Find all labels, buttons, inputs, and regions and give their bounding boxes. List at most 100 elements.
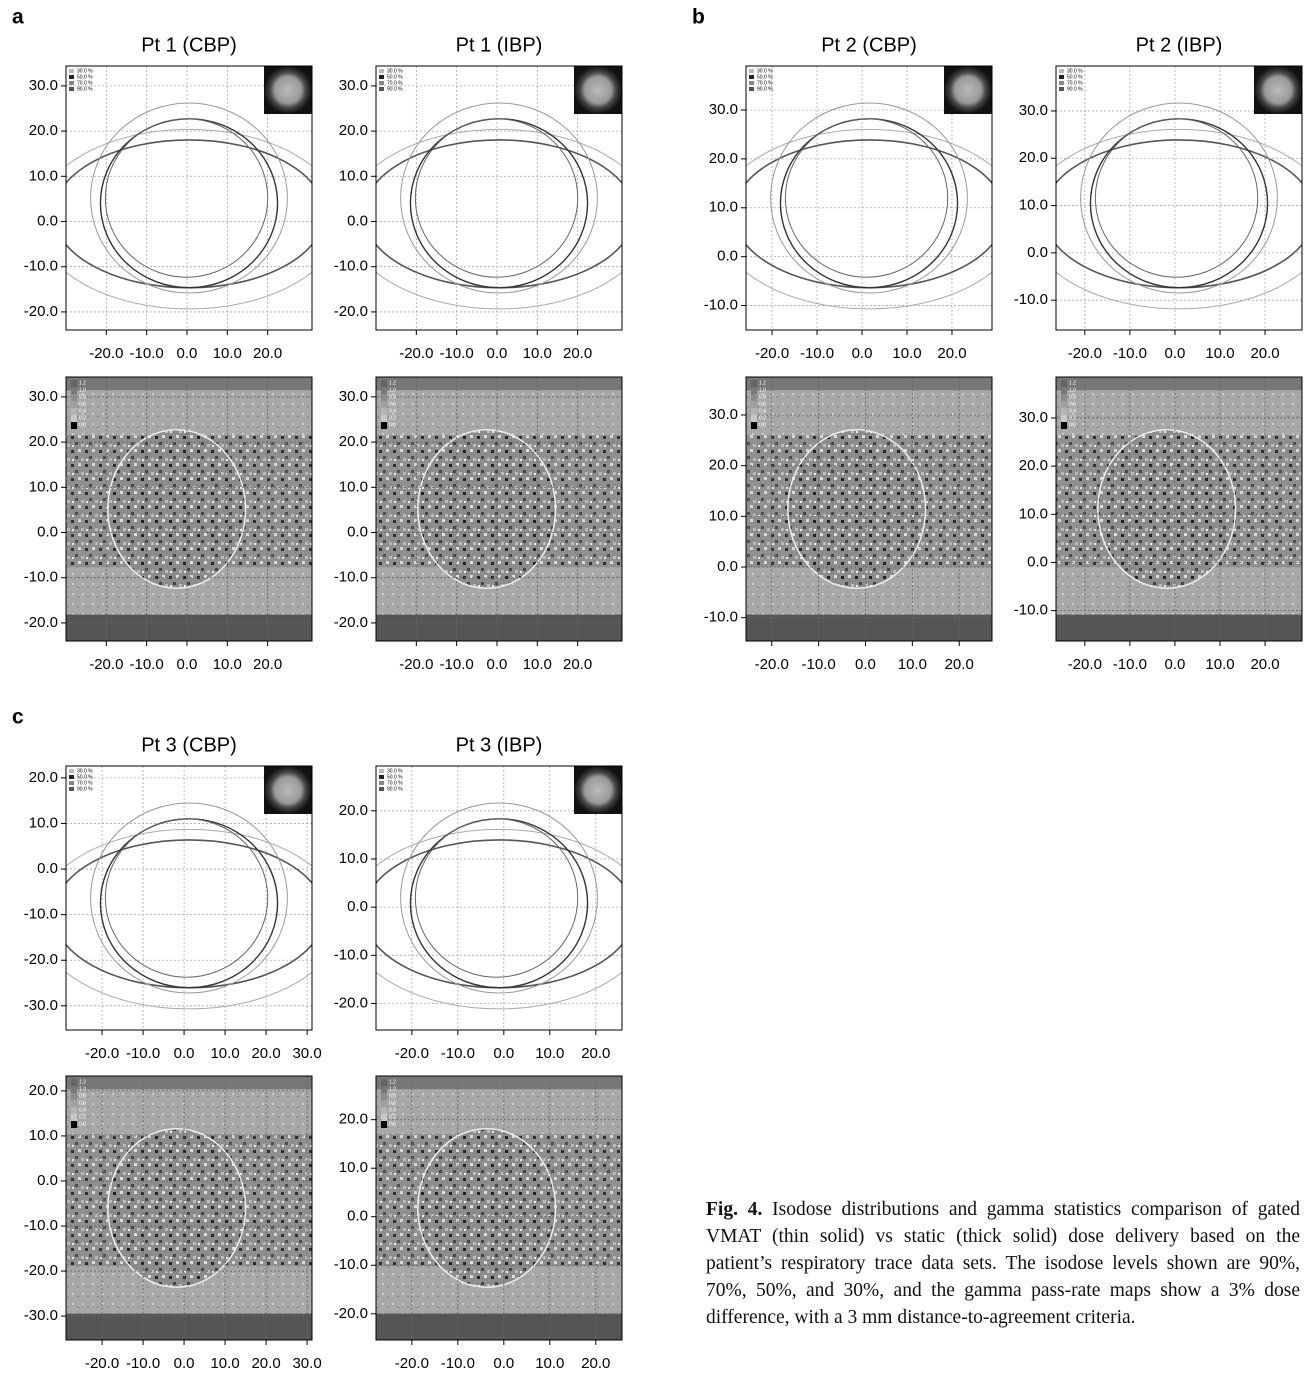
y-tick-label: 20.0 bbox=[709, 457, 738, 474]
legend-swatch bbox=[69, 75, 74, 79]
x-tick-label: -20.0 bbox=[85, 1355, 119, 1372]
x-tick-label: 10.0 bbox=[535, 1045, 564, 1062]
y-tick-label: 30.0 bbox=[339, 77, 368, 94]
legend-label: 1.0 bbox=[389, 387, 396, 393]
y-tick-label: 30.0 bbox=[709, 406, 738, 423]
y-tick-label: 10.0 bbox=[709, 199, 738, 216]
legend-swatch bbox=[749, 81, 754, 85]
x-tick-label: -10.0 bbox=[1113, 345, 1147, 362]
legend-swatch bbox=[71, 1079, 77, 1086]
gamma-dark-band bbox=[376, 1076, 622, 1090]
legend-swatch bbox=[71, 1086, 77, 1093]
legend-swatch bbox=[381, 1100, 387, 1107]
y-tick-label: 0.0 bbox=[347, 212, 368, 229]
y-tick-label: -20.0 bbox=[24, 951, 58, 968]
legend-swatch bbox=[1059, 81, 1064, 85]
legend-label: 1.2 bbox=[389, 1079, 396, 1085]
legend-swatch bbox=[1061, 387, 1067, 394]
legend-label: 70.0 % bbox=[1067, 80, 1083, 86]
x-tick-label: 20.0 bbox=[563, 345, 592, 362]
legend-label: 1.0 bbox=[1069, 387, 1076, 393]
gamma-dark-band bbox=[376, 377, 622, 391]
x-tick-label: 0.0 bbox=[493, 1355, 514, 1372]
gamma-region bbox=[107, 429, 247, 589]
legend-swatch bbox=[381, 1121, 387, 1128]
x-tick-label: 10.0 bbox=[898, 656, 927, 673]
legend-swatch bbox=[1061, 401, 1067, 408]
legend-label: 90.0 % bbox=[757, 86, 773, 92]
x-tick-label: -20.0 bbox=[85, 1045, 119, 1062]
legend-label: 0.2 bbox=[79, 1114, 86, 1120]
legend-label: 30.0 % bbox=[1067, 68, 1083, 74]
x-tick-label: 10.0 bbox=[1205, 345, 1234, 362]
legend-swatch bbox=[1061, 394, 1067, 401]
x-tick-label: 10.0 bbox=[523, 656, 552, 673]
y-tick-label: -30.0 bbox=[24, 1307, 58, 1324]
x-tick-label: 0.0 bbox=[487, 345, 508, 362]
legend-label: 0.4 bbox=[389, 1107, 396, 1113]
plot-area bbox=[376, 766, 622, 1030]
x-tick-label: 20.0 bbox=[563, 656, 592, 673]
y-tick-label: 0.0 bbox=[37, 212, 58, 229]
legend-swatch bbox=[749, 87, 754, 91]
plot-frame bbox=[65, 376, 313, 642]
plot-frame bbox=[745, 376, 993, 642]
legend-label: 0.6 bbox=[759, 401, 766, 407]
y-tick-label: -10.0 bbox=[704, 609, 738, 626]
isodose-contour bbox=[400, 802, 598, 994]
x-tick-label: -20.0 bbox=[89, 656, 123, 673]
x-tick-label: 20.0 bbox=[251, 1355, 280, 1372]
x-tick-label: -10.0 bbox=[440, 345, 474, 362]
legend-label: 0.0 bbox=[1069, 422, 1076, 428]
legend-swatch bbox=[71, 1114, 77, 1121]
legend-label: 0.6 bbox=[79, 401, 86, 407]
gamma-region bbox=[787, 429, 927, 589]
y-tick-label: 0.0 bbox=[37, 1172, 58, 1189]
dose-thumbnail bbox=[264, 766, 312, 814]
x-tick-label: 10.0 bbox=[213, 656, 242, 673]
y-tick-label: 20.0 bbox=[709, 150, 738, 167]
legend-swatch bbox=[381, 394, 387, 401]
legend-swatch bbox=[751, 401, 757, 408]
legend-swatch bbox=[751, 380, 757, 387]
legend-swatch bbox=[379, 87, 384, 91]
isodose-contour bbox=[104, 118, 269, 278]
legend-label: 50.0 % bbox=[77, 774, 93, 780]
legend-swatch bbox=[751, 415, 757, 422]
legend-swatch bbox=[381, 1107, 387, 1114]
y-tick-label: 0.0 bbox=[1027, 553, 1048, 570]
x-tick-label: 10.0 bbox=[523, 345, 552, 362]
legend-label: 0.2 bbox=[1069, 415, 1076, 421]
caption: Fig. 4. Isodose distributions and gamma … bbox=[706, 1196, 1300, 1331]
y-tick-label: 10.0 bbox=[1019, 197, 1048, 214]
legend-swatch bbox=[379, 775, 384, 779]
y-tick-label: 30.0 bbox=[1019, 102, 1048, 119]
x-tick-label: -20.0 bbox=[89, 345, 123, 362]
legend-swatch bbox=[749, 69, 754, 73]
y-tick-label: 30.0 bbox=[1019, 409, 1048, 426]
plot-title: Pt 2 (IBP) bbox=[1136, 34, 1223, 56]
legend-label: 0.2 bbox=[389, 415, 396, 421]
legend-swatch bbox=[69, 81, 74, 85]
y-tick-label: 20.0 bbox=[339, 122, 368, 139]
legend-swatch bbox=[71, 415, 77, 422]
legend-swatch bbox=[69, 775, 74, 779]
legend-label: 70.0 % bbox=[77, 80, 93, 86]
x-tick-label: 10.0 bbox=[1205, 656, 1234, 673]
x-tick-label: -10.0 bbox=[441, 1045, 475, 1062]
plot-frame bbox=[1055, 65, 1303, 331]
legend-label: 90.0 % bbox=[387, 786, 403, 792]
y-tick-label: 0.0 bbox=[347, 523, 368, 540]
legend-swatch bbox=[381, 380, 387, 387]
legend-label: 70.0 % bbox=[387, 80, 403, 86]
x-tick-label: 10.0 bbox=[213, 345, 242, 362]
isodose-contour bbox=[400, 102, 598, 294]
y-tick-label: -10.0 bbox=[334, 258, 368, 275]
legend-label: 1.0 bbox=[79, 1086, 86, 1092]
legend-label: 0.8 bbox=[79, 1093, 86, 1099]
legend-label: 30.0 % bbox=[387, 768, 403, 774]
plot-frame bbox=[375, 1075, 623, 1341]
legend-label: 0.0 bbox=[79, 422, 86, 428]
legend-swatch bbox=[71, 1107, 77, 1114]
legend-label: 70.0 % bbox=[387, 780, 403, 786]
